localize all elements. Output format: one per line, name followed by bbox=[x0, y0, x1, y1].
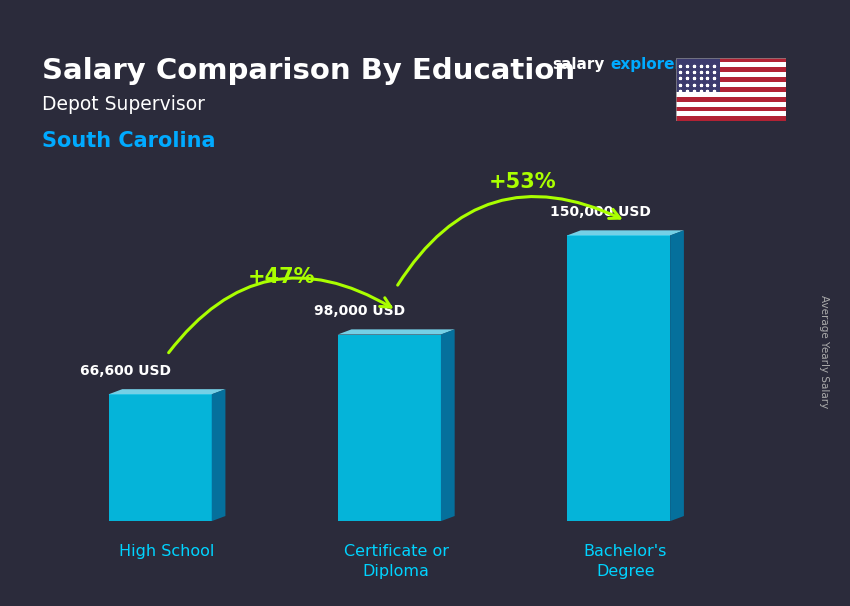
Text: +47%: +47% bbox=[248, 267, 315, 287]
Polygon shape bbox=[441, 330, 455, 521]
Polygon shape bbox=[109, 395, 212, 521]
Text: 98,000 USD: 98,000 USD bbox=[314, 304, 405, 318]
Polygon shape bbox=[337, 335, 441, 521]
Text: Salary Comparison By Education: Salary Comparison By Education bbox=[42, 57, 575, 85]
Bar bbox=[676, 92, 786, 97]
Text: salary: salary bbox=[552, 57, 604, 72]
Polygon shape bbox=[670, 230, 684, 521]
Bar bbox=[676, 107, 786, 112]
Text: .com: .com bbox=[677, 57, 718, 72]
Bar bbox=[676, 116, 786, 121]
Text: +53%: +53% bbox=[489, 172, 556, 192]
Polygon shape bbox=[109, 389, 225, 395]
Bar bbox=[676, 102, 786, 107]
Bar bbox=[676, 62, 786, 67]
Bar bbox=[676, 67, 786, 72]
Text: South Carolina: South Carolina bbox=[42, 131, 215, 152]
Polygon shape bbox=[567, 236, 670, 521]
Polygon shape bbox=[337, 330, 455, 335]
Bar bbox=[676, 72, 786, 77]
Bar bbox=[676, 82, 786, 87]
Bar bbox=[676, 112, 786, 116]
Text: explorer: explorer bbox=[610, 57, 683, 72]
Bar bbox=[676, 58, 720, 92]
Text: Bachelor's
Degree: Bachelor's Degree bbox=[584, 544, 667, 579]
Polygon shape bbox=[567, 230, 684, 236]
Polygon shape bbox=[212, 389, 225, 521]
Text: Depot Supervisor: Depot Supervisor bbox=[42, 95, 205, 114]
Text: 150,000 USD: 150,000 USD bbox=[550, 205, 650, 219]
Text: High School: High School bbox=[119, 544, 215, 559]
Text: Average Yearly Salary: Average Yearly Salary bbox=[819, 295, 829, 408]
Bar bbox=[676, 97, 786, 102]
Bar bbox=[676, 87, 786, 92]
Bar bbox=[676, 77, 786, 82]
Text: 66,600 USD: 66,600 USD bbox=[80, 364, 171, 378]
Bar bbox=[676, 58, 786, 62]
Text: Certificate or
Diploma: Certificate or Diploma bbox=[343, 544, 449, 579]
